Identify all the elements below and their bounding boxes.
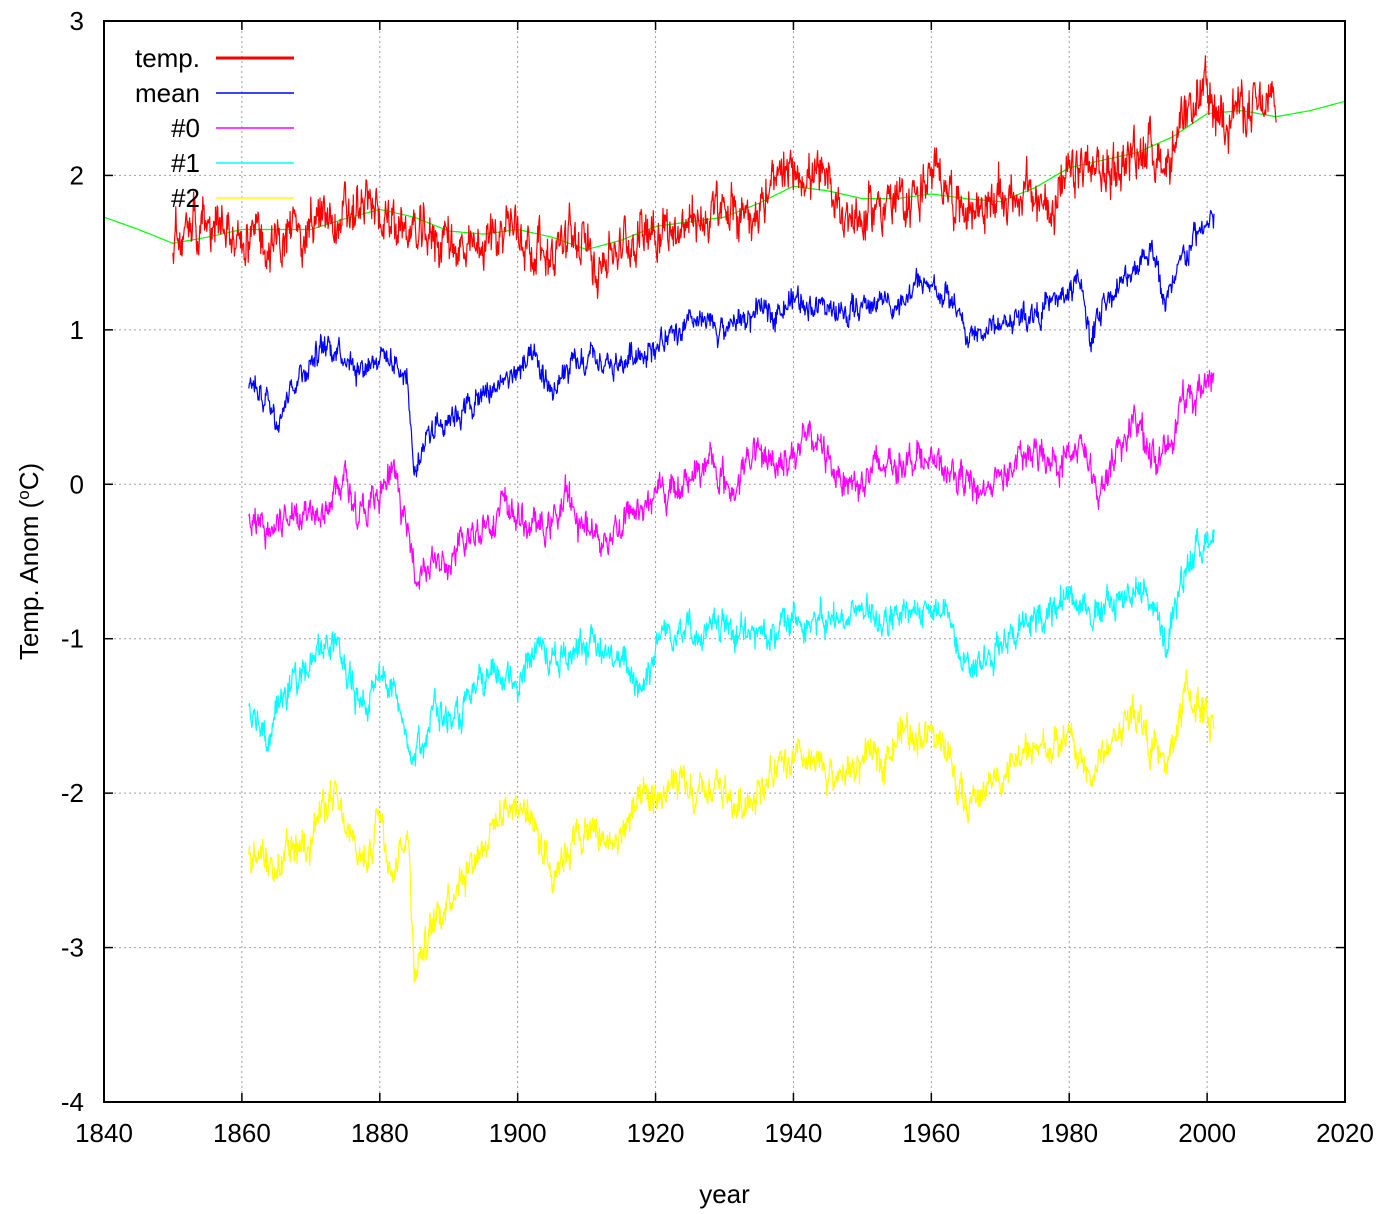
y-tick-label: -4	[61, 1087, 84, 1117]
y-tick-label: -3	[61, 933, 84, 963]
x-tick-label: 1840	[75, 1118, 133, 1148]
x-tick-label: 1860	[213, 1118, 271, 1148]
series-line-2	[248, 669, 1215, 983]
series-line-mean	[248, 210, 1215, 478]
y-tick-label: -1	[61, 624, 84, 654]
y-axis-title: Temp. Anom (oC)	[14, 463, 45, 660]
y-tick-label: 1	[70, 315, 84, 345]
legend-label: #0	[171, 113, 200, 143]
y-tick-label: 0	[70, 469, 84, 499]
y-tick-label: -2	[61, 778, 84, 808]
x-tick-label: 1940	[765, 1118, 823, 1148]
y-tick-label: 3	[70, 6, 84, 36]
legend-label: mean	[135, 78, 200, 108]
legend-label: #1	[171, 148, 200, 178]
legend-label: #2	[171, 183, 200, 213]
plot-series	[103, 55, 1346, 983]
y-axis-title-main: Temp. Anom (	[14, 499, 44, 660]
axis-ticks: 1840 1860 1880 1900 1920 1940 1960 1980 2000 2020…	[61, 6, 1374, 1148]
legend-label: temp.	[135, 43, 200, 73]
x-tick-label: 1960	[902, 1118, 960, 1148]
x-tick-label: 1920	[627, 1118, 685, 1148]
grid-lines	[104, 21, 1345, 1102]
y-axis-title-sup: o	[14, 490, 33, 499]
x-tick-label: 2020	[1316, 1118, 1374, 1148]
series-line-temp	[172, 55, 1277, 299]
x-tick-label: 1900	[489, 1118, 547, 1148]
x-tick-label: 1980	[1040, 1118, 1098, 1148]
legend: temp. mean #0 #1 #2	[135, 43, 294, 213]
x-tick-label: 2000	[1178, 1118, 1236, 1148]
x-tick-label: 1880	[351, 1118, 409, 1148]
plot-frame	[103, 20, 1346, 1103]
y-axis-title-tail: C)	[14, 463, 44, 490]
y-tick-label: 2	[70, 160, 84, 190]
x-axis-title: year	[699, 1179, 750, 1209]
series-line-0	[248, 369, 1215, 590]
series-line-1	[248, 527, 1215, 767]
